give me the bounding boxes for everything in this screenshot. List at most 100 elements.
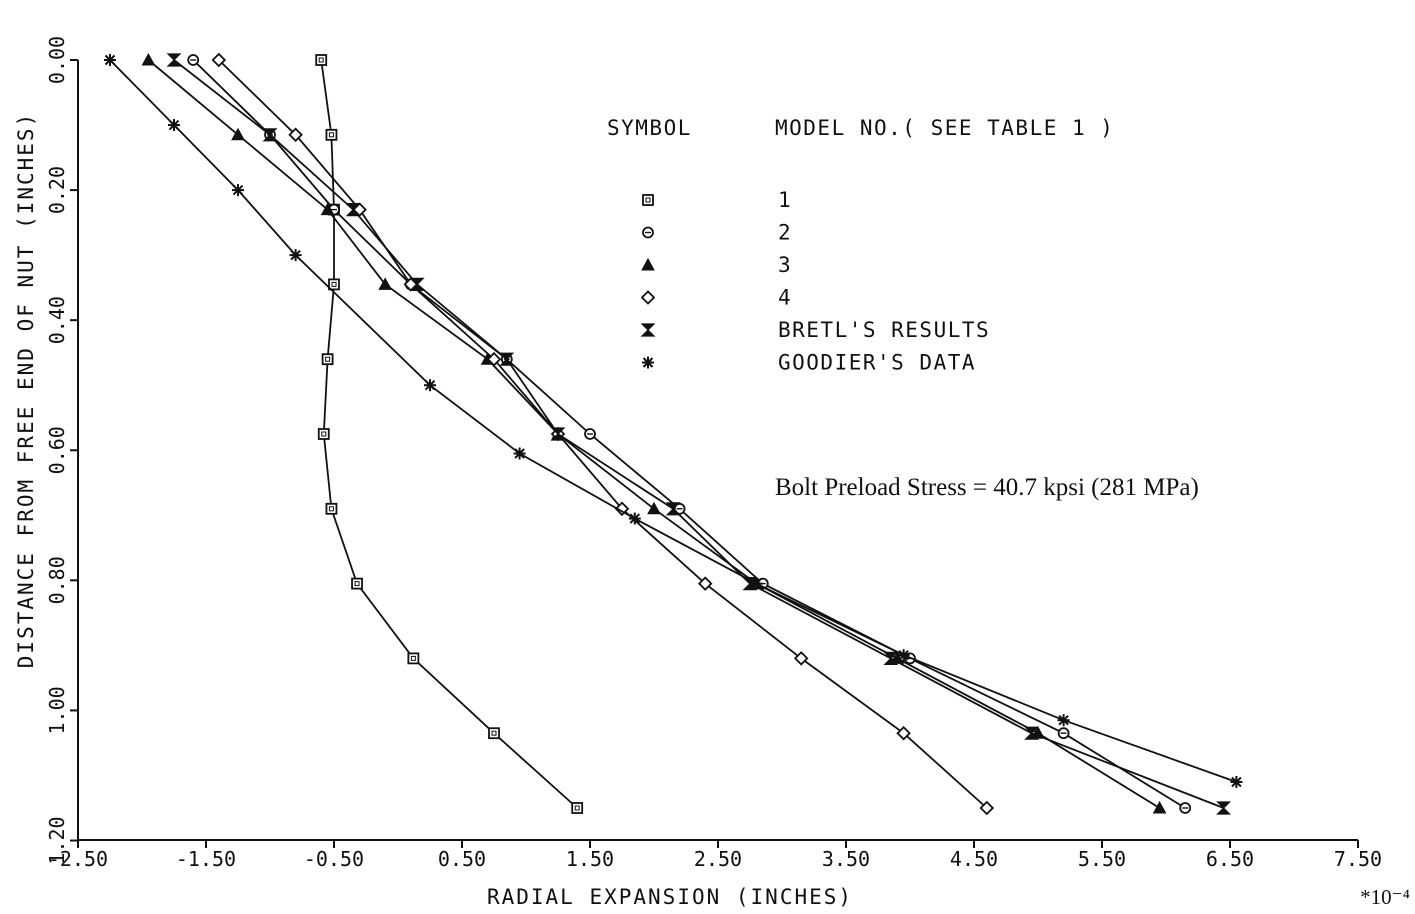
data-point	[647, 501, 661, 515]
data-point	[571, 802, 584, 814]
data-point	[673, 502, 686, 515]
data-point	[896, 725, 911, 741]
legend-label: BRETL'S RESULTS	[778, 318, 990, 342]
data-point	[407, 652, 420, 665]
data-point	[321, 353, 334, 366]
data-point	[168, 119, 180, 132]
data-point	[628, 512, 641, 525]
legend-header-model: MODEL NO.( SEE TABLE 1 )	[775, 116, 1114, 140]
data-point	[883, 651, 899, 666]
x-tick-label: 0.50	[438, 847, 486, 871]
data-point	[141, 52, 156, 66]
y-ticks: 0.00 0.20 0.40 0.60 0.80 1.00 1.20	[45, 36, 78, 865]
data-point	[1057, 714, 1070, 727]
data-point	[979, 800, 995, 816]
series-1	[315, 54, 584, 814]
series-line	[147, 59, 1161, 809]
data-point	[317, 428, 330, 440]
data-point	[320, 202, 335, 216]
y-tick-label: 1.20	[45, 816, 69, 864]
legend-entry: 1	[642, 188, 792, 212]
plot-axes: -2.50 -1.50 -0.50 0.50 1.50 2.50 3.50 4.50 5.50 6…	[45, 36, 1382, 871]
y-tick-label: 0.00	[45, 36, 69, 84]
legend-entry: 4	[640, 286, 792, 310]
legend-marker	[642, 194, 654, 206]
legend-label: 2	[778, 221, 792, 245]
data-point	[187, 54, 200, 66]
x-tick-label: -2.50	[48, 847, 108, 871]
data-point	[486, 351, 502, 367]
data-point	[325, 128, 338, 141]
data-point	[584, 428, 596, 440]
x-ticks: -2.50 -1.50 -0.50 0.50 1.50 2.50 3.50 4.50 5.50 6…	[48, 840, 1382, 871]
series-line	[218, 59, 988, 809]
legend-entry: 3	[641, 253, 792, 277]
data-point	[211, 52, 227, 68]
legend-label: 3	[778, 253, 792, 277]
legend-entry: BRETL'S RESULTS	[640, 318, 990, 342]
series-line	[192, 59, 1186, 809]
data-point	[1057, 727, 1070, 740]
data-point	[513, 447, 526, 460]
data-point	[289, 249, 302, 262]
data-point	[409, 277, 425, 291]
y-tick-label: 1.00	[45, 686, 69, 734]
legend-items: 1 2 3 4 BRETL'S RESULTS GOODIER'S DATA	[640, 188, 990, 375]
legend-header-symbol: SYMBOL	[607, 116, 692, 140]
data-point	[697, 576, 713, 591]
x-tick-label: 7.50	[1334, 847, 1382, 871]
series-line	[320, 59, 578, 809]
data-point	[793, 651, 809, 666]
x-tick-label: 1.50	[566, 847, 614, 871]
legend-marker	[642, 226, 654, 239]
data-point	[665, 502, 681, 516]
y-axis-label: DISTANCE FROM FREE END OF NUT (INCHES)	[14, 112, 38, 668]
x-axis-label: RADIAL EXPANSION (INCHES)	[487, 885, 853, 909]
y-tick-label: 0.40	[45, 296, 69, 344]
series-6	[104, 54, 1243, 788]
legend-marker	[640, 323, 656, 337]
legend-label: 4	[778, 286, 792, 310]
legend-entry: 2	[642, 221, 792, 245]
x-tick-label: 4.50	[950, 847, 998, 871]
x-multiplier-label: *10⁻⁴	[1360, 885, 1410, 909]
data-point	[231, 127, 245, 141]
data-point	[104, 54, 116, 66]
data-point	[325, 502, 338, 515]
x-tick-label: 5.50	[1078, 847, 1126, 871]
legend: SYMBOL MODEL NO.( SEE TABLE 1 ) 1 2 3 4 BRET…	[607, 116, 1114, 375]
x-tick-label: -1.50	[176, 847, 236, 871]
legend-entry: GOODIER'S DATA	[642, 351, 976, 375]
legend-marker	[642, 356, 654, 369]
legend-label: 1	[778, 188, 792, 212]
y-tick-label: 0.80	[45, 556, 69, 604]
series-layer	[104, 52, 1243, 816]
data-point	[351, 577, 363, 590]
data-point	[897, 649, 910, 662]
data-point	[328, 278, 340, 291]
y-tick-label: 0.20	[45, 166, 69, 214]
data-point	[750, 577, 763, 590]
data-point	[262, 128, 278, 142]
legend-label: GOODIER'S DATA	[778, 351, 976, 375]
data-point	[614, 501, 630, 517]
preload-annotation: Bolt Preload Stress = 40.7 kpsi (281 MPa…	[775, 474, 1199, 501]
data-point	[488, 727, 500, 740]
y-tick-label: 0.60	[45, 426, 69, 474]
data-point	[1230, 775, 1243, 788]
series-4	[211, 52, 995, 816]
x-tick-label: 3.50	[822, 847, 870, 871]
data-point	[166, 53, 182, 67]
data-point	[345, 203, 361, 217]
legend-marker	[641, 257, 655, 271]
legend-marker	[640, 290, 656, 305]
x-tick-label: -0.50	[304, 847, 364, 871]
data-point	[315, 54, 328, 66]
x-tick-label: 6.50	[1206, 847, 1254, 871]
data-point	[550, 427, 566, 441]
data-point	[424, 379, 436, 392]
series-2	[187, 54, 1192, 814]
data-point	[288, 127, 303, 143]
data-point	[1216, 801, 1232, 815]
